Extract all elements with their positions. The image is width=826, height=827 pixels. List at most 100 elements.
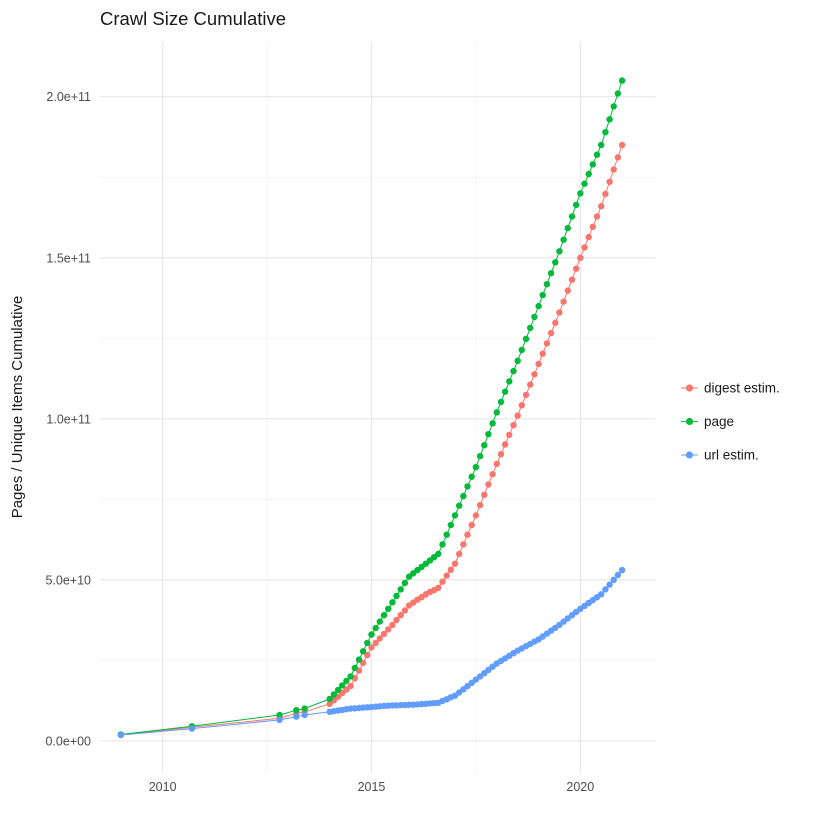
data-point-digest-estim xyxy=(589,223,596,230)
data-point-digest-estim xyxy=(510,422,517,429)
data-point-digest-estim xyxy=(493,460,500,468)
legend-item-label: digest estim. xyxy=(704,381,780,396)
data-point-digest-estim xyxy=(506,431,513,439)
data-point-digest-estim xyxy=(522,391,530,399)
data-point-page xyxy=(439,541,446,548)
data-point-page xyxy=(568,213,576,220)
data-point-page xyxy=(401,579,409,587)
data-point-digest-estim xyxy=(539,350,546,357)
data-point-digest-estim xyxy=(385,626,392,633)
data-point-page xyxy=(618,77,626,84)
y-tick-label: 5.0e+10 xyxy=(45,573,91,587)
data-point-page xyxy=(476,452,484,460)
data-point-digest-estim xyxy=(581,244,588,251)
data-point-page xyxy=(339,682,346,689)
data-point-digest-estim xyxy=(556,309,563,316)
data-point-url-estim xyxy=(301,711,308,719)
data-point-page xyxy=(577,190,584,197)
data-point-digest-estim xyxy=(364,651,371,659)
data-point-page xyxy=(376,618,383,625)
data-point-page xyxy=(493,409,500,416)
data-point-page xyxy=(380,612,388,619)
legend: digest estim. page url estim. xyxy=(681,381,780,463)
data-point-page xyxy=(585,170,592,178)
data-point-digest-estim xyxy=(598,203,605,210)
data-point-digest-estim xyxy=(326,700,333,707)
data-point-digest-estim xyxy=(489,471,496,478)
legend-item-label: url estim. xyxy=(704,448,759,463)
data-point-digest-estim xyxy=(618,141,626,149)
data-point-page xyxy=(447,521,454,529)
legend-item-label: page xyxy=(704,414,734,429)
data-series xyxy=(117,77,626,739)
data-point-digest-estim xyxy=(485,481,492,488)
data-point-page xyxy=(330,691,338,698)
data-point-digest-estim xyxy=(568,276,576,283)
series-page xyxy=(117,77,626,738)
data-point-digest-estim xyxy=(389,621,396,629)
data-point-page xyxy=(497,398,505,406)
legend-item-url-estim: url estim. xyxy=(681,448,759,463)
y-axis-title: Pages / Unique Items Cumulative xyxy=(9,296,26,519)
data-point-digest-estim xyxy=(372,639,379,647)
data-point-digest-estim xyxy=(451,560,459,567)
data-point-page xyxy=(485,431,492,438)
chart-title: Crawl Size Cumulative xyxy=(100,8,286,29)
data-point-page xyxy=(368,631,375,638)
data-point-page xyxy=(372,624,379,632)
y-tick-label: 2.0e+11 xyxy=(46,90,91,104)
data-point-digest-estim xyxy=(572,265,580,272)
data-point-page xyxy=(572,201,580,209)
data-point-digest-estim xyxy=(564,287,571,294)
data-point-page xyxy=(606,116,613,123)
data-point-page xyxy=(593,151,601,158)
data-point-page xyxy=(456,502,463,509)
data-point-page xyxy=(501,388,509,395)
data-point-page xyxy=(443,531,450,538)
data-point-digest-estim xyxy=(460,541,467,548)
x-tick-label: 2015 xyxy=(358,780,386,794)
data-point-page xyxy=(276,711,283,719)
data-point-page xyxy=(547,270,555,277)
data-point-digest-estim xyxy=(518,402,525,409)
data-point-digest-estim xyxy=(393,616,400,624)
data-point-url-estim xyxy=(606,581,613,588)
data-point-page xyxy=(393,592,400,600)
data-point-digest-estim xyxy=(435,584,442,591)
data-point-page xyxy=(464,483,471,490)
data-point-digest-estim xyxy=(347,682,354,690)
data-point-page xyxy=(535,302,542,310)
data-point-digest-estim xyxy=(543,340,551,347)
data-point-digest-estim xyxy=(447,566,454,573)
data-point-page xyxy=(355,656,363,663)
data-point-page xyxy=(560,236,567,243)
data-point-digest-estim xyxy=(585,233,592,241)
data-point-digest-estim xyxy=(443,572,450,579)
data-point-page xyxy=(506,378,513,385)
data-point-page xyxy=(359,648,367,655)
data-point-page xyxy=(514,357,521,364)
data-point-digest-estim xyxy=(368,644,375,651)
data-point-digest-estim xyxy=(614,154,622,161)
data-point-digest-estim xyxy=(527,381,534,388)
data-point-url-estim xyxy=(602,586,609,593)
data-point-url-estim xyxy=(614,571,622,579)
legend-key-point-url-estim xyxy=(685,451,694,459)
data-point-page xyxy=(543,281,551,288)
data-point-page xyxy=(598,141,605,149)
x-tick-label: 2020 xyxy=(566,780,594,794)
data-point-digest-estim xyxy=(593,213,601,220)
data-point-page xyxy=(564,224,571,232)
data-point-page xyxy=(347,673,354,680)
data-point-page xyxy=(518,346,525,354)
data-point-page xyxy=(460,492,467,500)
data-point-page xyxy=(610,103,617,110)
data-point-page xyxy=(589,161,596,168)
gridlines xyxy=(100,42,656,773)
legend-item-page: page xyxy=(681,414,734,429)
data-point-digest-estim xyxy=(380,630,388,638)
data-point-digest-estim xyxy=(610,166,617,173)
data-point-page xyxy=(556,248,563,255)
data-point-page xyxy=(552,259,559,266)
